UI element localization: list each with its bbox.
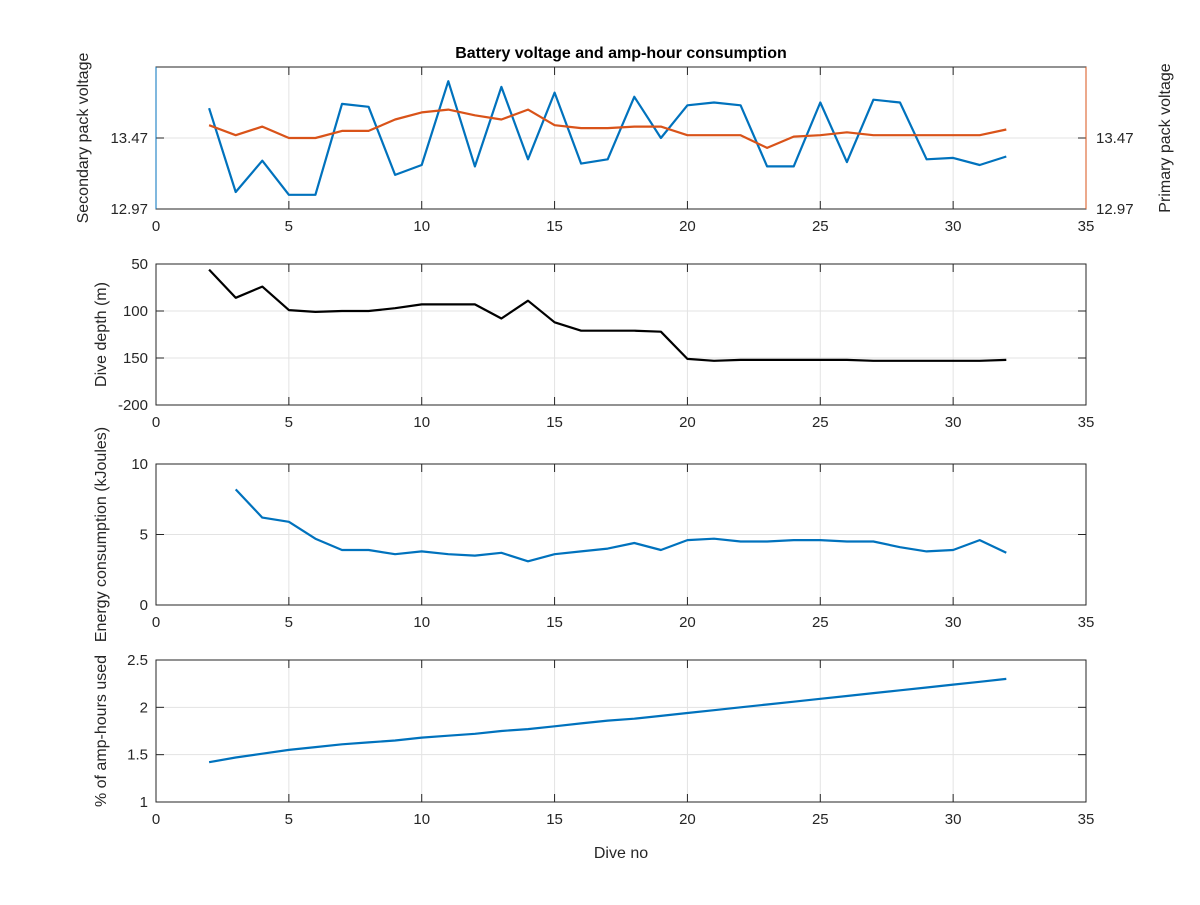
y-right-axis-title: Primary pack voltage	[1157, 63, 1174, 212]
x-tick-label: 5	[285, 218, 293, 235]
y-tick-label: 0	[140, 597, 148, 614]
primary-pack-voltage-line	[208, 108, 1007, 149]
y-tick-label: 10	[131, 456, 148, 473]
axes-box	[155, 263, 1087, 406]
y-tick-label: 100	[123, 303, 148, 320]
x-tick-label: 5	[285, 811, 293, 828]
x-tick-label: 30	[945, 614, 962, 631]
y-tick-label: 50	[131, 256, 148, 273]
x-tick-label: 30	[945, 218, 962, 235]
x-tick-label: 30	[945, 811, 962, 828]
x-tick-label: 10	[413, 811, 430, 828]
y-tick-label: 13.47	[110, 130, 148, 147]
x-tick-label: 15	[546, 218, 563, 235]
x-tick-label: 15	[546, 414, 563, 431]
y-tick-label: 12.97	[110, 201, 148, 218]
y-tick-label: 5	[140, 527, 148, 544]
x-tick-label: 5	[285, 614, 293, 631]
x-tick-label: 0	[152, 811, 160, 828]
x-tick-label: 35	[1078, 218, 1095, 235]
x-tick-label: 35	[1078, 614, 1095, 631]
series-line	[208, 268, 1007, 362]
chart-title: Battery voltage and amp-hour consumption	[455, 45, 787, 62]
y-axis-title: % of amp-hours used	[93, 655, 110, 807]
x-tick-label: 10	[413, 414, 430, 431]
x-tick-label: 5	[285, 414, 293, 431]
y-right-tick-label: 13.47	[1096, 130, 1134, 147]
axes-background	[155, 263, 1087, 406]
x-tick-label: 25	[812, 218, 829, 235]
x-tick-label: 0	[152, 414, 160, 431]
axes-box	[155, 659, 1087, 803]
x-tick-label: 20	[679, 811, 696, 828]
y-tick-label: 150	[123, 350, 148, 367]
x-tick-label: 15	[546, 614, 563, 631]
y-tick-label: 1.5	[127, 747, 148, 764]
x-tick-label: 20	[679, 218, 696, 235]
y-axis-title: Secondary pack voltage	[75, 53, 92, 224]
x-tick-label: 0	[152, 614, 160, 631]
x-tick-label: 25	[812, 414, 829, 431]
x-tick-label: 10	[413, 218, 430, 235]
secondary-pack-voltage-line	[208, 80, 1007, 196]
series-line	[208, 677, 1007, 764]
y-tick-label: 2.5	[127, 652, 148, 669]
panel-2: 0 5 10 15 20 25 30 35 50 100 150 -200 Dive depth (m)	[93, 256, 1094, 431]
x-tick-label: 35	[1078, 414, 1095, 431]
x-tick-label: 0	[152, 218, 160, 235]
x-tick-label: 25	[812, 811, 829, 828]
x-tick-label: 20	[679, 614, 696, 631]
x-axis-title: Dive no	[594, 845, 648, 862]
y-axis-title: Energy consumption (kJoules)	[93, 427, 110, 642]
series-line	[234, 488, 1007, 563]
y-tick-label: 2	[140, 699, 148, 716]
x-tick-label: 35	[1078, 811, 1095, 828]
axes-background	[155, 659, 1087, 803]
y-right-tick-label: 12.97	[1096, 201, 1134, 218]
panel-1: 0 5 10 15 20 25 30 3512.9713.4712.9713.47Second…	[75, 45, 1174, 235]
x-tick-label: 30	[945, 414, 962, 431]
panel-4: 0 5 10 15 20 25 30 35 1 1.5 2 2.5 % of amp-hours use…	[93, 652, 1094, 862]
x-tick-label: 25	[812, 614, 829, 631]
x-tick-label: 10	[413, 614, 430, 631]
panel-3: 0 5 10 15 20 25 30 35 0 5 10 Energy consumption (kJ…	[93, 427, 1094, 642]
y-tick-label: -200	[118, 397, 148, 414]
x-tick-label: 20	[679, 414, 696, 431]
x-tick-label: 15	[546, 811, 563, 828]
y-tick-label: 1	[140, 794, 148, 811]
y-axis-title: Dive depth (m)	[93, 282, 110, 387]
